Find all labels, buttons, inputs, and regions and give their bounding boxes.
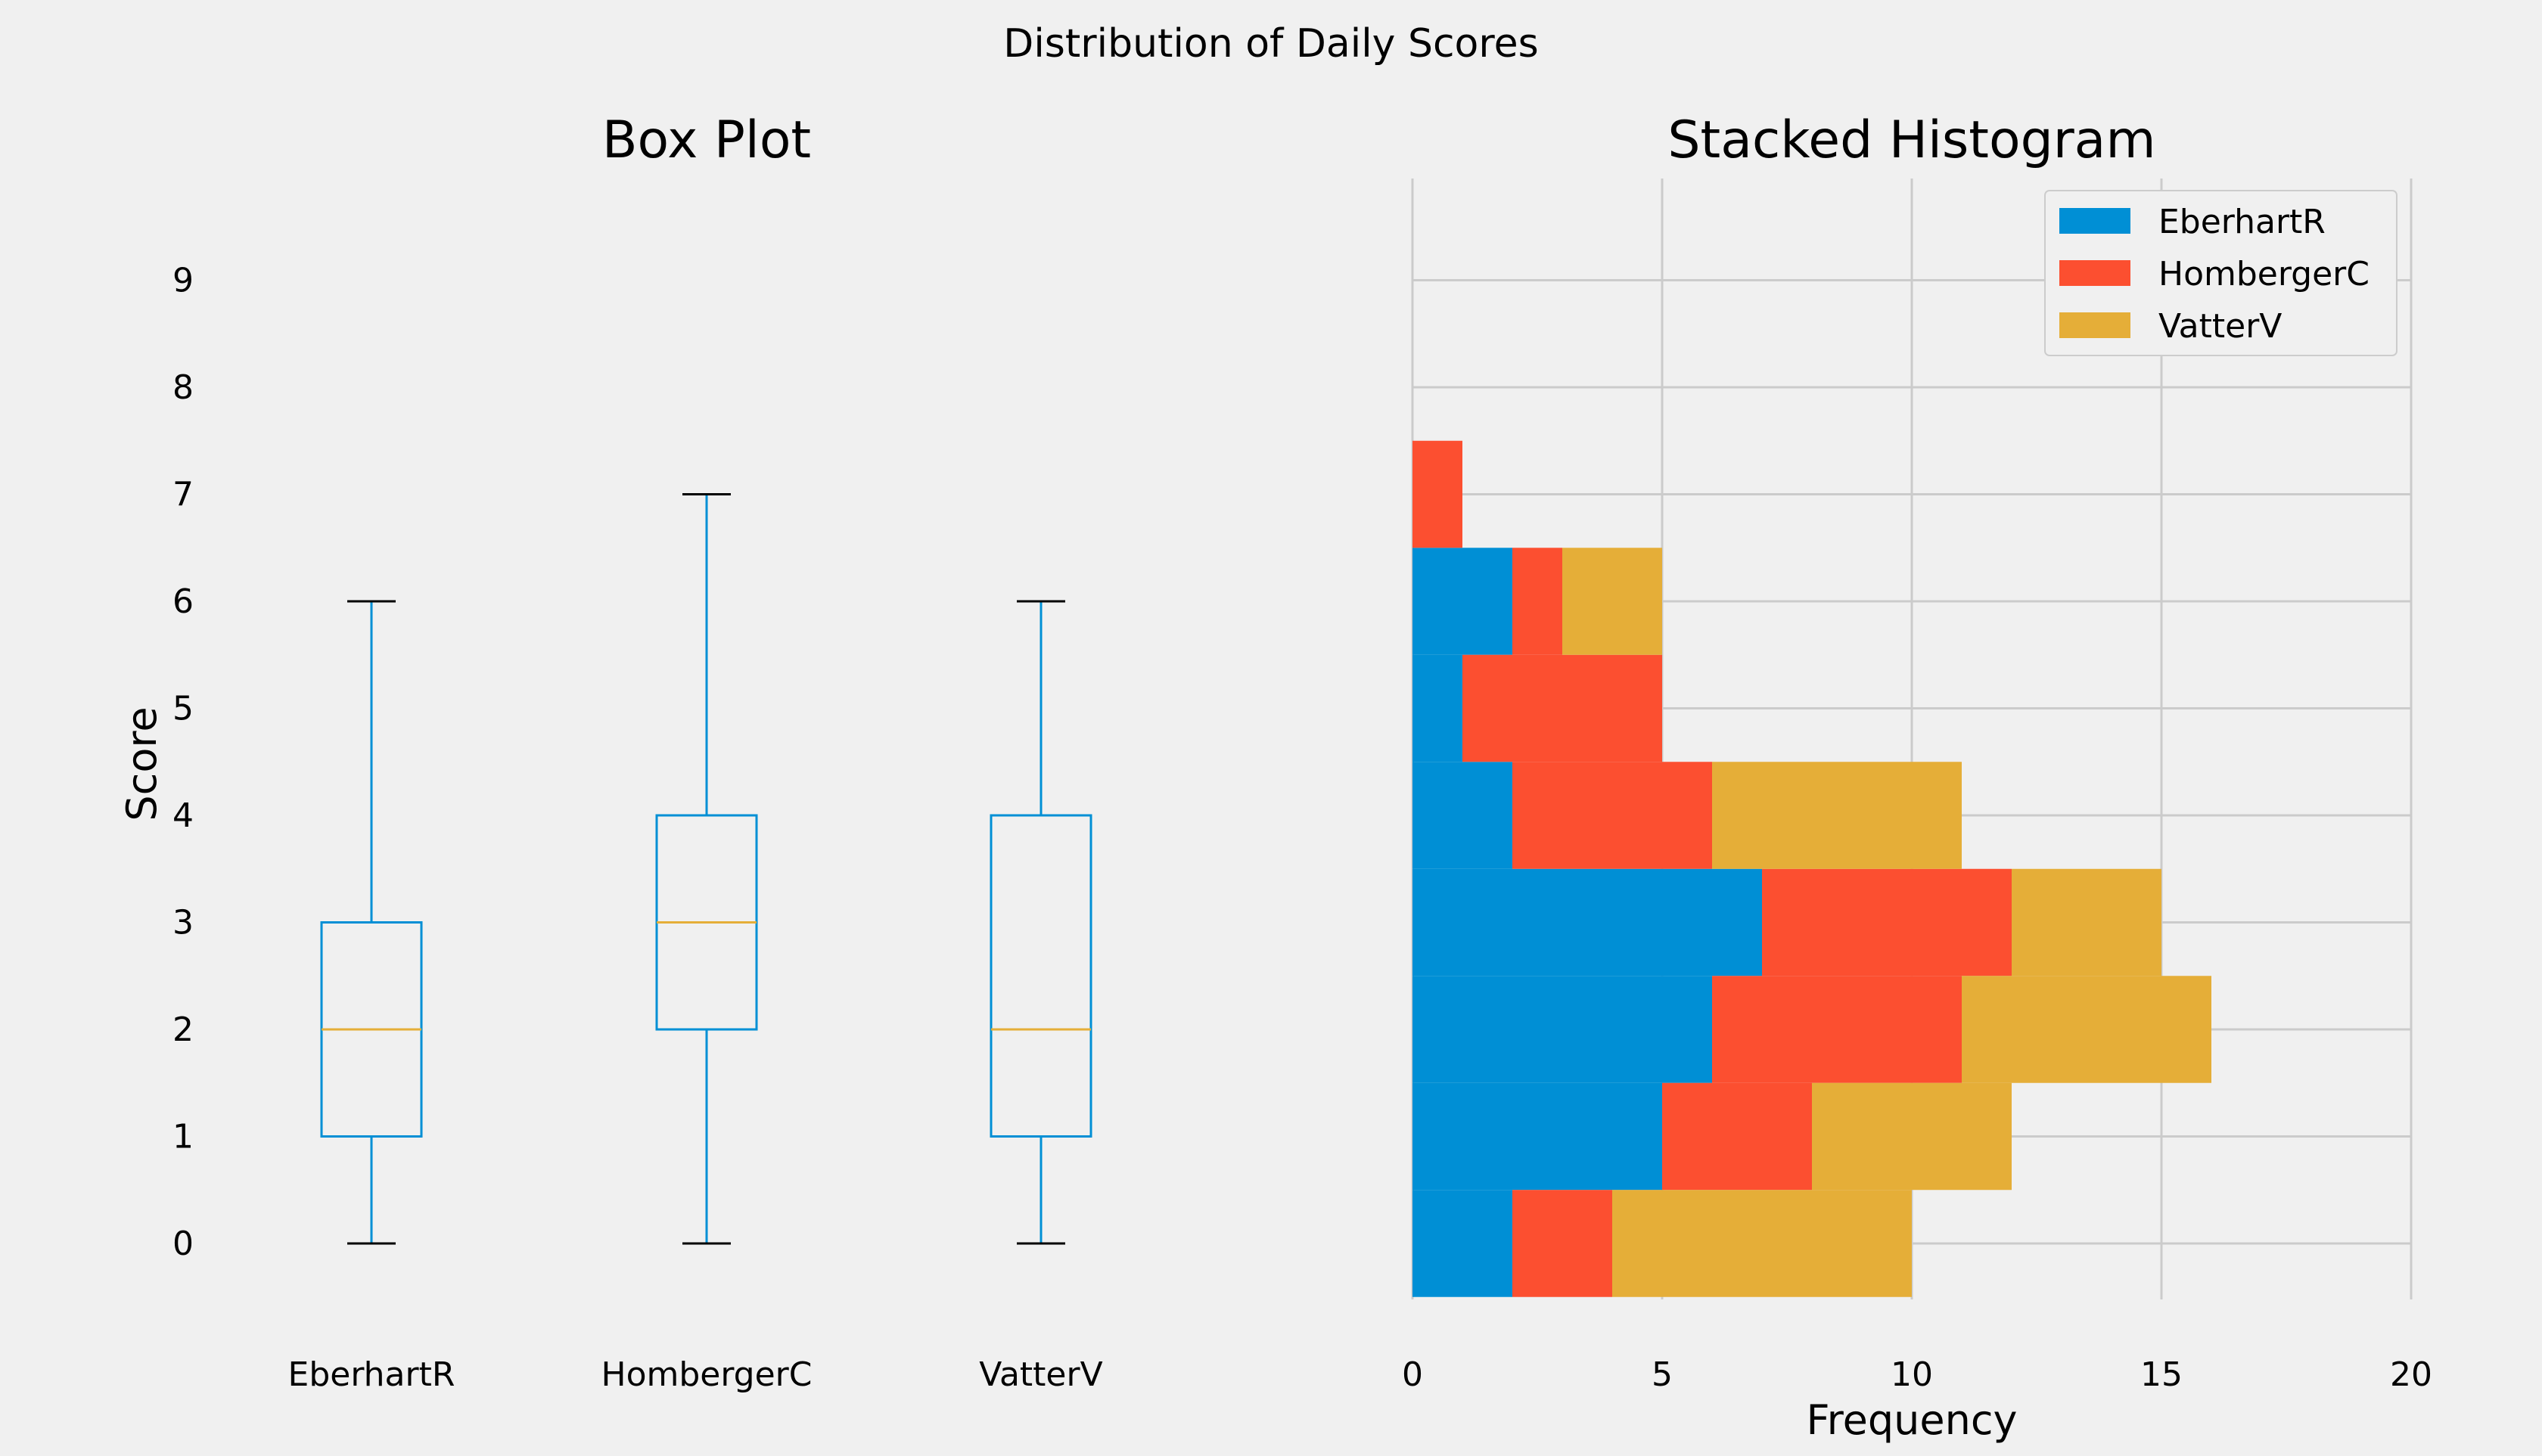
histogram-bar <box>2012 868 2161 976</box>
box-plot-y-tick-label: 7 <box>172 476 194 514</box>
box-plot-category-label: EberhartR <box>288 1355 455 1394</box>
histogram-bar <box>1612 1190 1912 1297</box>
box-plot-panel: Box Plot 0 1 2 3 4 5 6 7 8 9 EberhartR HombergerC V… <box>118 110 1103 1394</box>
histogram-bar <box>1462 654 1662 762</box>
histogram-bar <box>1512 548 1562 655</box>
histogram-bar <box>1412 868 1762 976</box>
histogram-x-tick-label: 20 <box>2390 1355 2432 1394</box>
histogram-x-tick-label: 10 <box>1891 1355 1933 1394</box>
box-plot-y-tick-label: 0 <box>172 1225 194 1263</box>
histogram-bar <box>1412 976 1712 1083</box>
histogram-x-axis-label: Frequency <box>1807 1396 2018 1444</box>
legend-swatch <box>2059 260 2130 286</box>
histogram-bar <box>1812 1082 2012 1191</box>
box-plot-category-label: VatterV <box>979 1355 1102 1394</box>
box-iqr <box>990 814 1092 1138</box>
box-plot-y-tick-label: 1 <box>172 1118 194 1156</box>
box-plot-title: Box Plot <box>602 110 811 170</box>
histogram-x-tick-label: 0 <box>1402 1355 1423 1394</box>
legend-label: VatterV <box>2158 307 2282 346</box>
histogram-bar <box>1512 762 1712 869</box>
box-plot-category-label: HombergerC <box>601 1355 813 1394</box>
box-plot-marks <box>320 493 1092 1245</box>
legend-label: HombergerC <box>2158 255 2370 293</box>
box-plot-y-tick-label: 5 <box>172 690 194 728</box>
box-plot-y-axis-label: Score <box>118 706 166 821</box>
histogram-bar <box>1412 654 1462 762</box>
legend-swatch <box>2059 208 2130 234</box>
histogram-title: Stacked Histogram <box>1667 110 2155 170</box>
histogram-panel: Stacked Histogram 0 5 10 15 20 Frequency Ebe… <box>1402 110 2432 1444</box>
histogram-bar <box>1412 1190 1512 1297</box>
legend-label: EberhartR <box>2158 203 2326 241</box>
histogram-bar <box>1662 1082 1812 1191</box>
box-plot-y-tick-label: 8 <box>172 368 194 407</box>
histogram-x-axis: 0 5 10 15 20 <box>1402 1355 2432 1394</box>
histogram-x-tick-label: 15 <box>2140 1355 2183 1394</box>
histogram-bar <box>1762 868 2012 976</box>
histogram-bar <box>1412 440 1462 548</box>
histogram-bar <box>1412 548 1512 655</box>
histogram-bar <box>1412 762 1512 869</box>
histogram-bar <box>1512 1190 1612 1297</box>
histogram-legend: EberhartR HombergerC VatterV <box>2044 190 2397 356</box>
box-plot-y-axis: 0 1 2 3 4 5 6 7 8 9 <box>172 262 194 1264</box>
box-plot-y-tick-label: 9 <box>172 262 194 300</box>
box-plot-y-tick-label: 3 <box>172 904 194 942</box>
box-plot-y-tick-label: 2 <box>172 1011 194 1049</box>
box-plot-x-axis: EberhartR HombergerC VatterV <box>288 1355 1103 1394</box>
histogram-bar <box>1712 762 1962 869</box>
histogram-bars <box>1412 440 2211 1297</box>
legend-swatch <box>2059 312 2130 338</box>
histogram-bar <box>1562 548 1662 655</box>
legend-frame <box>2044 190 2397 356</box>
box-plot-y-tick-label: 4 <box>172 796 194 835</box>
histogram-bar <box>1962 976 2211 1083</box>
histogram-x-tick-label: 5 <box>1652 1355 1673 1394</box>
figure-title: Distribution of Daily Scores <box>1003 21 1538 67</box>
histogram-bar <box>1712 976 1962 1083</box>
histogram-bar <box>1412 1082 1662 1191</box>
box-plot-y-tick-label: 6 <box>172 582 194 621</box>
